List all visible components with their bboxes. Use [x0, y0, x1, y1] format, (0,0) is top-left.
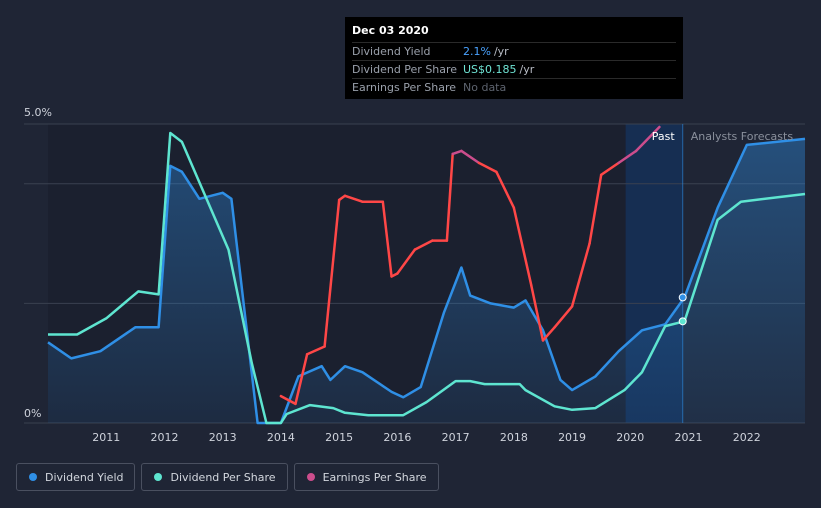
x-tick-label: 2013 [209, 431, 237, 444]
dividend-yield-line [47, 137, 806, 425]
x-tick-label: 2016 [383, 431, 411, 444]
dividend-yield-area [48, 138, 805, 423]
x-tick-label: 2017 [442, 431, 470, 444]
earnings-per-share-segment [451, 149, 463, 156]
legend-dividend-per-share[interactable]: Dividend Per Share [141, 463, 288, 491]
x-tick-label: 2021 [675, 431, 703, 444]
tooltip-label: Dividend Per Share [352, 63, 458, 76]
earnings-per-share-segment [396, 248, 417, 275]
earnings-per-share-segment [599, 161, 620, 177]
earnings-per-share-segment [413, 239, 434, 251]
x-tick-label: 2012 [150, 431, 178, 444]
y-tick-label: 0% [24, 407, 41, 420]
dividend-per-share-line [48, 131, 806, 425]
tooltip-unit: /yr [493, 45, 509, 58]
legend-dot-icon [154, 473, 163, 481]
legend-dot-icon [306, 473, 315, 481]
earnings-per-share-segment [541, 326, 556, 342]
tooltip-label: Dividend Yield [352, 45, 431, 58]
legend-earnings-per-share[interactable]: Earnings Per Share [293, 463, 439, 491]
earnings-per-share-segment [323, 198, 341, 348]
earnings-per-share-segment [495, 170, 516, 209]
tooltip-value: US$0.185 [463, 63, 517, 76]
dividend-per-share-marker [678, 317, 687, 326]
earnings-per-share-segment [477, 161, 498, 174]
tooltip-value: No data [463, 81, 507, 94]
dividend-yield-marker [678, 293, 687, 302]
tooltip-row-earnings-per-share: Earnings Per Share No data [352, 79, 676, 96]
x-tick-label: 2015 [325, 431, 353, 444]
legend-label: Dividend Yield [45, 470, 124, 484]
x-tick-label: 2020 [616, 431, 644, 444]
x-tick-label: 2014 [267, 431, 295, 444]
earnings-per-share-segment [512, 206, 533, 287]
x-tick-label: 2022 [733, 431, 761, 444]
legend-dividend-yield[interactable]: Dividend Yield [16, 463, 136, 491]
x-tick-label: 2011 [92, 431, 120, 444]
earnings-per-share-segment [305, 345, 326, 356]
tooltip-date: Dec 03 2020 [352, 23, 676, 43]
earnings-per-share-segment [279, 394, 297, 406]
past-label: Past [652, 130, 676, 143]
earnings-per-share-segment [553, 305, 574, 329]
x-tick-label: 2018 [500, 431, 528, 444]
earnings-per-share-segment [381, 200, 393, 278]
tooltip-row-dividend-per-share: Dividend Per Share US$0.185 /yr [352, 61, 676, 79]
earnings-per-share-segment [343, 194, 364, 203]
legend-dot-icon [29, 473, 37, 481]
forecast-label: Analysts Forecasts [691, 130, 794, 143]
earnings-per-share-segment [570, 242, 591, 308]
earnings-per-share-segment [460, 149, 481, 165]
earnings-per-share-segment [445, 152, 454, 242]
earnings-per-share-segment [617, 149, 638, 165]
tooltip-value: 2.1% [463, 45, 491, 58]
earnings-per-share-segment [530, 284, 545, 342]
earnings-per-share-segment [588, 173, 603, 245]
y-tick-label: 5.0% [24, 106, 52, 119]
tooltip-unit: /yr [519, 63, 535, 76]
legend-label: Earnings Per Share [322, 470, 427, 484]
tooltip-label: Earnings Per Share [352, 81, 457, 94]
earnings-per-share-segment [634, 125, 661, 153]
tooltip: Dec 03 2020 Dividend Yield 2.1% /yr Divi… [345, 17, 683, 99]
legend: Dividend Yield Dividend Per Share Earnin… [16, 463, 439, 491]
x-tick-label: 2019 [558, 431, 586, 444]
earnings-per-share-segment [294, 352, 309, 406]
legend-label: Dividend Per Share [170, 470, 276, 484]
tooltip-row-dividend-yield: Dividend Yield 2.1% /yr [352, 43, 676, 61]
